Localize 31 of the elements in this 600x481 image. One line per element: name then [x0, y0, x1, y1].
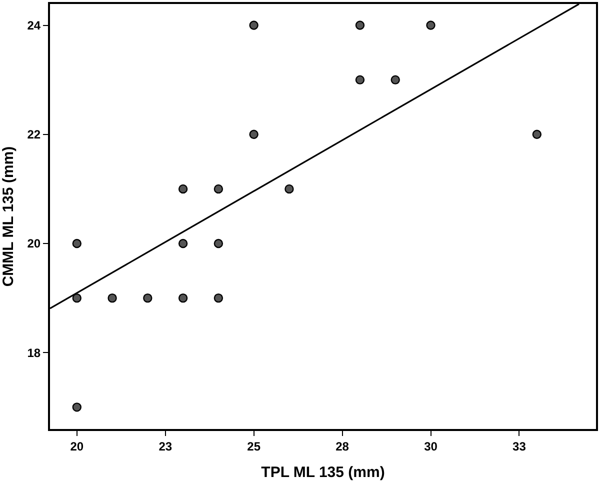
y-tick-label: 20 — [27, 236, 41, 251]
point — [143, 293, 152, 303]
point — [72, 402, 82, 412]
point — [178, 293, 188, 303]
y-tick-label: 24 — [27, 18, 41, 32]
point — [178, 238, 188, 248]
point — [249, 130, 258, 139]
point — [355, 75, 365, 84]
point — [178, 184, 188, 194]
point — [72, 238, 82, 248]
x-axis-title: TPL ML 135 (mm) — [261, 464, 385, 481]
x-tick-label: 28 — [336, 439, 350, 454]
x-tick-label: 25 — [247, 439, 261, 454]
point — [532, 130, 542, 139]
point — [214, 293, 224, 303]
point — [214, 238, 224, 248]
x-tick-label: 30 — [424, 439, 438, 454]
y-tick-label: 22 — [27, 128, 41, 142]
point — [108, 293, 117, 303]
point — [390, 75, 400, 84]
x-tick-label: 20 — [70, 439, 84, 454]
point — [284, 184, 294, 194]
point — [355, 20, 365, 30]
x-tick-label: 23 — [158, 439, 172, 454]
point — [72, 293, 82, 303]
point — [214, 184, 224, 194]
x-tick-label: 33 — [512, 439, 526, 454]
point — [249, 20, 258, 30]
y-axis-title: CMML ML 135 (mm) — [0, 146, 17, 287]
point — [426, 20, 436, 30]
y-tick-label: 18 — [27, 346, 41, 360]
